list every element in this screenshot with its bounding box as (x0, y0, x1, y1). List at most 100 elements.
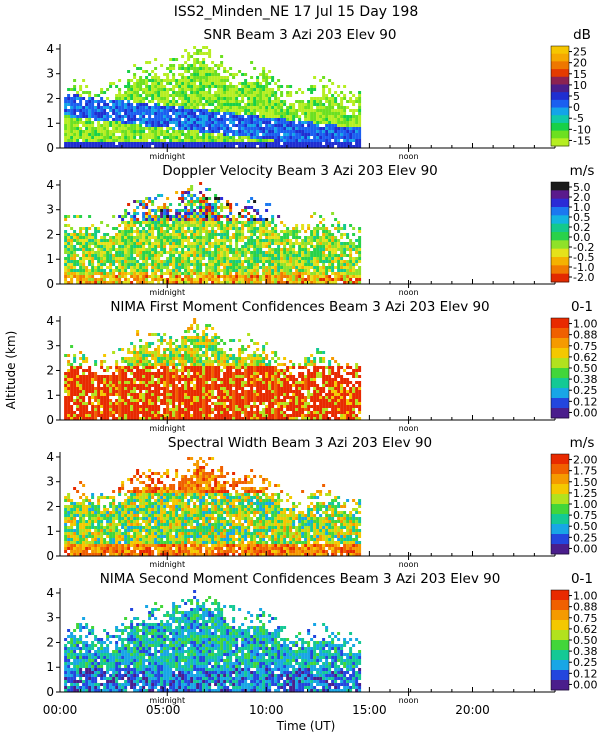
colorbar: 5.02.01.00.50.20.0-0.2-0.5-1.0-2.0 (550, 181, 594, 284)
y-tick-label: 3 (46, 339, 54, 353)
y-tick-label: 1 (46, 388, 54, 402)
colorbar-swatch (551, 190, 569, 200)
colorbar-label: 2.00 (573, 454, 598, 467)
midnight-label: midnight (149, 560, 185, 569)
colorbar-label: -10 (573, 123, 591, 136)
unit-label: 0-1 (571, 571, 593, 587)
colorbar-label: -2.0 (573, 271, 594, 284)
colorbar-label: 0.00 (573, 678, 598, 691)
noon-label: noon (399, 424, 419, 433)
colorbar-label: 0.88 (573, 329, 598, 342)
panel-5: NIMA Second Moment Confidences Beam 3 Az… (46, 571, 597, 705)
colorbar-swatch (551, 590, 569, 601)
x-tick-labels: 00:00 05:00 10:00 15:00 20:00 (43, 703, 490, 717)
colorbar-label: 0.0 (573, 231, 591, 244)
colorbar-swatch (551, 544, 569, 555)
colorbar-label: 1.00 (573, 498, 598, 511)
heatmap-field (64, 457, 362, 556)
colorbar-swatch (551, 484, 569, 495)
midnight-label: midnight (149, 696, 185, 705)
panel-1: SNR Beam 3 Azi 203 Elev 90 dB 0 1 2 3 4 midnigh… (46, 27, 591, 161)
y-axis-label: Altitude (km) (4, 331, 18, 410)
y-tick-label: 4 (46, 450, 54, 464)
colorbar-swatch (551, 630, 569, 641)
colorbar-swatch (551, 122, 569, 132)
colorbar-swatch (551, 265, 569, 275)
colorbar-swatch (551, 99, 569, 108)
colorbar-label: 0.75 (573, 612, 598, 625)
y-tick-label: 1 (46, 116, 54, 130)
noon-label: noon (399, 696, 419, 705)
colorbar-label: -0.2 (573, 241, 594, 254)
colorbar-swatch (551, 46, 569, 55)
colorbar-swatch (551, 514, 569, 525)
y-tick-label: 3 (46, 611, 54, 625)
colorbar-swatch (551, 240, 569, 250)
colorbar-label: 0.38 (573, 645, 598, 658)
y-tick-label: 3 (46, 67, 54, 81)
colorbar-label: 0.88 (573, 601, 598, 614)
colorbar-label: 2.0 (573, 191, 591, 204)
y-tick-label: 4 (46, 42, 54, 56)
y-tick-label: 4 (46, 314, 54, 328)
x-tick-label: 10:00 (249, 703, 284, 717)
y-tick-label: 0 (46, 549, 54, 563)
colorbar-label: 1.75 (573, 465, 598, 478)
colorbar-label: 0.12 (573, 667, 598, 680)
colorbar-swatch (551, 76, 569, 85)
colorbar-swatch (551, 338, 569, 349)
heatmap-field (64, 318, 362, 420)
colorbar-swatch (551, 670, 569, 681)
noon-label: noon (399, 152, 419, 161)
colorbar-swatch (551, 378, 569, 389)
colorbar-label: 0.12 (573, 395, 598, 408)
unit-label: m/s (570, 163, 595, 179)
colorbar-label: -0.5 (573, 251, 594, 264)
colorbar-label: 0.2 (573, 221, 591, 234)
colorbar-frame (550, 181, 570, 283)
colorbar-swatch (551, 408, 569, 419)
colorbar-swatch (551, 534, 569, 545)
midnight-label: midnight (149, 424, 185, 433)
panel-title: Doppler Velocity Beam 3 Azi 203 Elev 90 (162, 163, 438, 179)
colorbar-swatch (551, 640, 569, 651)
y-tick-label: 4 (46, 178, 54, 192)
colorbar-swatch (551, 223, 569, 233)
colorbar-label: 10 (573, 79, 587, 92)
colorbar-swatch (551, 61, 569, 70)
x-tick-label: 15:00 (352, 703, 387, 717)
panel-title: Spectral Width Beam 3 Azi 203 Elev 90 (168, 435, 432, 451)
colorbar-label: 0.50 (573, 362, 598, 375)
unit-label: 0-1 (571, 299, 593, 315)
colorbar-swatch (551, 660, 569, 671)
colorbar-label: 0.75 (573, 340, 598, 353)
y-tick-label: 2 (46, 363, 54, 377)
heatmap-field (64, 46, 362, 148)
colorbar-swatch (551, 610, 569, 621)
colorbar-swatch (551, 92, 569, 101)
colorbar-label: 0.00 (573, 406, 598, 419)
noon-label: noon (399, 560, 419, 569)
colorbar-swatch (551, 115, 569, 124)
y-tick-label: 2 (46, 635, 54, 649)
colorbar-swatch (551, 348, 569, 359)
colorbar-swatch (551, 328, 569, 339)
panel-title: SNR Beam 3 Azi 203 Elev 90 (204, 27, 397, 43)
colorbar-swatch (551, 130, 569, 139)
colorbar-swatch (551, 69, 569, 78)
colorbar-swatch (551, 358, 569, 369)
y-tick-label: 1 (46, 252, 54, 266)
colorbar-label: 1.50 (573, 476, 598, 489)
colorbar-label: 0.25 (573, 384, 598, 397)
colorbar-swatch (551, 494, 569, 505)
colorbar: 1.000.880.750.620.500.380.250.120.00 (550, 318, 598, 419)
colorbar-swatch (551, 504, 569, 515)
colorbar-swatch (551, 257, 569, 266)
panel-title: NIMA Second Moment Confidences Beam 3 Az… (100, 571, 501, 587)
colorbar-label: 0 (573, 101, 580, 114)
panel-3: NIMA First Moment Confidences Beam 3 Azi… (46, 299, 597, 433)
colorbar-label: 0.00 (573, 542, 598, 555)
colorbar-swatch (551, 524, 569, 535)
